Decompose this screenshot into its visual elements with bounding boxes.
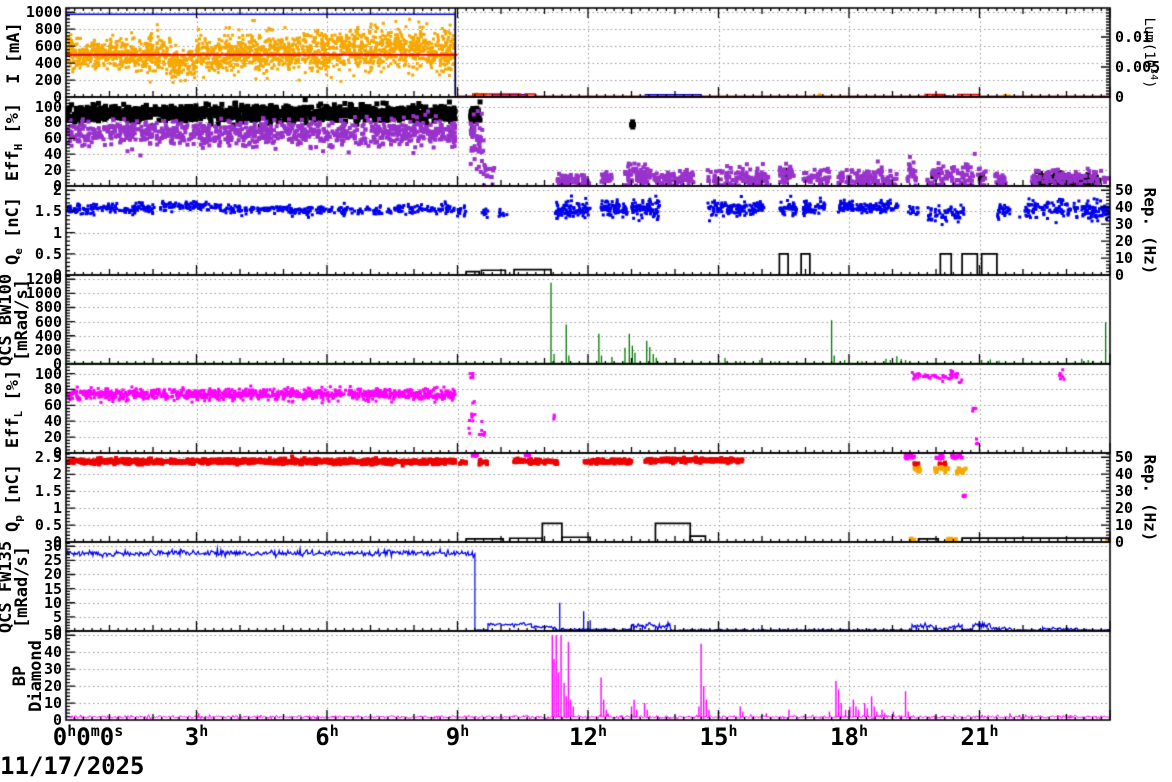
date-label: 11/17/2025 [0,752,145,780]
